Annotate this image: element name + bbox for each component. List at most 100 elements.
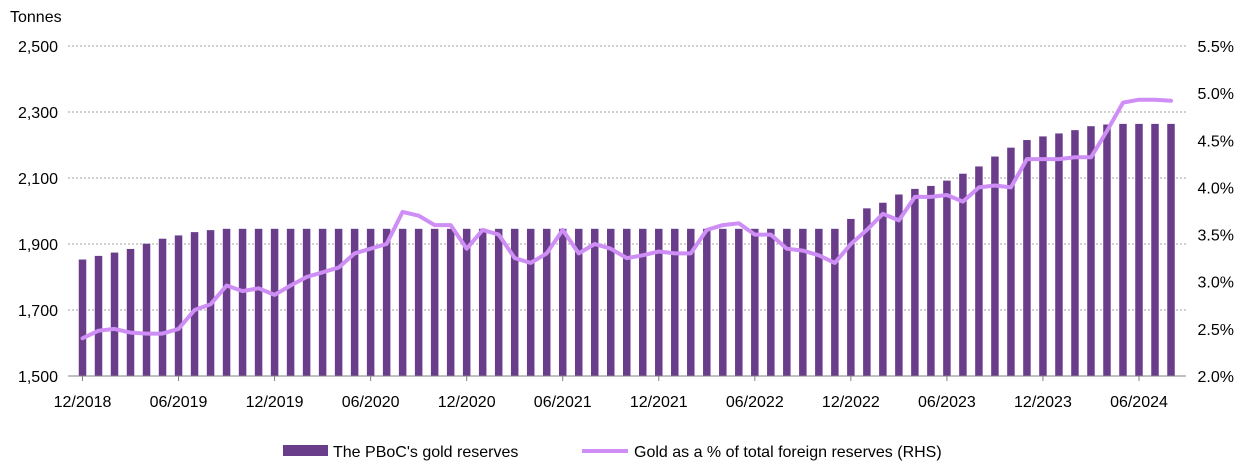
bar	[1007, 147, 1015, 376]
bar	[430, 228, 439, 376]
right-tick-label: 5.5%	[1198, 39, 1234, 56]
bar	[142, 243, 151, 376]
bar	[158, 238, 167, 376]
bar	[1119, 123, 1127, 376]
x-tick-label: 06/2020	[342, 394, 400, 411]
bar	[735, 228, 743, 376]
bar	[574, 228, 583, 376]
x-tick-label: 06/2019	[150, 394, 208, 411]
x-tick-label: 12/2020	[438, 394, 496, 411]
bar	[1071, 130, 1079, 376]
right-tick-label: 2.0%	[1198, 369, 1234, 386]
bar	[302, 228, 311, 376]
right-tick-label: 4.0%	[1198, 180, 1234, 197]
x-tick-label: 06/2023	[918, 394, 976, 411]
legend-bar-swatch	[283, 445, 328, 456]
bar	[799, 228, 807, 376]
x-tick-label: 06/2021	[534, 394, 592, 411]
x-tick-label: 12/2019	[246, 394, 304, 411]
bar	[318, 228, 327, 376]
bar	[1087, 126, 1095, 376]
bar	[222, 228, 231, 376]
bar	[414, 228, 423, 376]
bar	[366, 228, 375, 376]
bar	[959, 173, 967, 376]
bar	[1055, 133, 1063, 376]
x-axis-ticks: 12/2018 06/2019 12/2019 06/2020 12/2020 06/20…	[54, 376, 1168, 411]
bar-series	[78, 123, 1175, 376]
bar	[1167, 123, 1175, 376]
left-tick-label: 2,300	[18, 105, 58, 122]
bar	[334, 228, 343, 376]
bar	[526, 228, 535, 376]
bar	[190, 232, 199, 376]
bar	[879, 202, 887, 376]
bar	[1039, 136, 1047, 376]
bar	[78, 259, 87, 376]
right-tick-label: 4.5%	[1198, 133, 1234, 150]
legend-bar-label: The PBoC's gold reserves	[333, 444, 518, 461]
bar	[126, 248, 135, 376]
bar	[446, 228, 455, 376]
bar	[687, 228, 695, 376]
bar	[1135, 123, 1143, 376]
bar	[1103, 124, 1111, 376]
bar	[494, 228, 503, 376]
right-tick-label: 3.5%	[1198, 228, 1234, 245]
bar	[1151, 123, 1159, 376]
left-tick-label: 2,500	[18, 39, 58, 56]
right-tick-label: 3.0%	[1198, 275, 1234, 292]
bar	[398, 228, 407, 376]
bar	[639, 228, 647, 376]
left-tick-label: 1,500	[18, 369, 58, 386]
right-tick-label: 5.0%	[1198, 86, 1234, 103]
bar	[719, 228, 727, 376]
bar	[975, 166, 983, 376]
bar	[590, 228, 599, 376]
bar	[943, 180, 951, 376]
bar	[623, 228, 631, 376]
x-tick-label: 06/2024	[1110, 394, 1168, 411]
bar	[286, 228, 295, 376]
bar	[991, 156, 999, 376]
bar	[1023, 140, 1031, 376]
line-series	[80, 97, 1173, 341]
bar	[94, 255, 103, 376]
bar	[542, 228, 551, 376]
left-axis-ticks: 1,500 1,700 1,900 2,100 2,300 2,500	[18, 39, 58, 386]
bar	[863, 208, 871, 376]
x-tick-label: 12/2021	[630, 394, 688, 411]
bar	[606, 228, 615, 376]
line-series-path	[80, 97, 1173, 341]
bar	[671, 228, 679, 376]
legend-line-label: Gold as a % of total foreign reserves (R…	[634, 444, 942, 461]
x-tick-label: 12/2022	[822, 394, 880, 411]
legend: The PBoC's gold reserves Gold as a % of …	[283, 444, 942, 461]
right-axis-ticks: 2.0% 2.5% 3.0% 3.5% 4.0% 4.5% 5.0% 5.5%	[1198, 39, 1234, 386]
bar	[382, 228, 391, 376]
left-tick-label: 1,700	[18, 303, 58, 320]
left-axis-title: Tonnes	[10, 9, 62, 26]
bar	[847, 218, 855, 376]
bar	[815, 228, 823, 376]
x-tick-label: 12/2018	[54, 394, 112, 411]
right-tick-label: 2.5%	[1198, 322, 1234, 339]
bar	[783, 228, 791, 376]
x-tick-label: 06/2022	[726, 394, 784, 411]
bar	[350, 228, 359, 376]
bar	[655, 228, 663, 376]
bar	[703, 228, 711, 376]
bar	[895, 194, 903, 376]
bar	[462, 228, 471, 376]
bar	[270, 228, 279, 376]
left-tick-label: 2,100	[18, 171, 58, 188]
bar	[911, 188, 919, 376]
bar	[238, 228, 247, 376]
bar	[751, 228, 759, 376]
left-tick-label: 1,900	[18, 237, 58, 254]
bar	[510, 228, 519, 376]
x-tick-label: 12/2023	[1014, 394, 1072, 411]
bar	[254, 228, 263, 376]
bar	[767, 228, 775, 376]
